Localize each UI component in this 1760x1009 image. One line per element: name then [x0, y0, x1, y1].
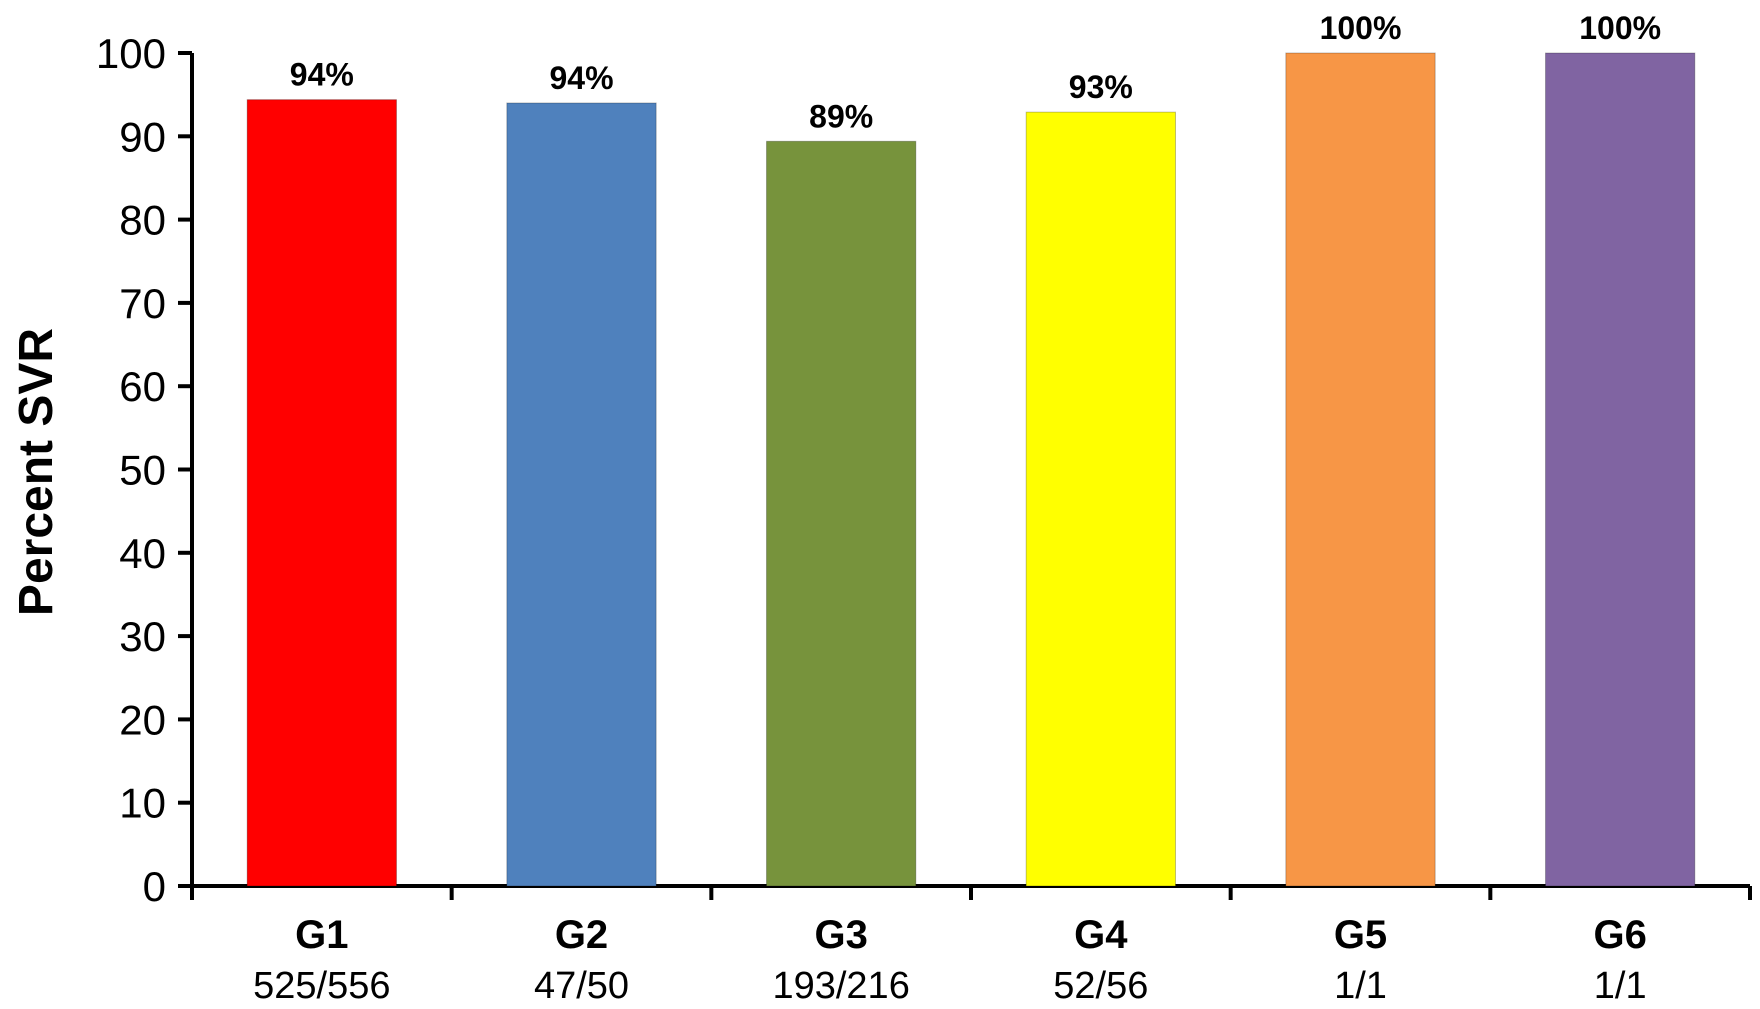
bar-g6 [1545, 52, 1696, 887]
x-subcategory-label: 193/216 [772, 965, 909, 1004]
y-tick-label: 10 [119, 780, 166, 827]
x-subcategory-label: 1/1 [1594, 965, 1647, 1004]
x-subcategory-label: 1/1 [1334, 965, 1387, 1004]
data-label: 93% [1069, 69, 1133, 105]
y-tick-label: 40 [119, 530, 166, 577]
x-category-label: G5 [1334, 913, 1387, 957]
y-tick-label: 30 [119, 613, 166, 660]
y-tick-label: 90 [119, 113, 166, 160]
bar-g5 [1285, 52, 1436, 887]
bar-g4 [1025, 111, 1176, 887]
data-label: 100% [1320, 10, 1402, 46]
y-tick-label: 70 [119, 280, 166, 327]
data-label: 94% [549, 60, 613, 96]
bar-g2 [506, 102, 657, 887]
bar-g1 [246, 99, 397, 887]
x-category-label: G6 [1593, 913, 1646, 957]
data-label: 94% [290, 57, 354, 93]
y-tick-label: 80 [119, 197, 166, 244]
x-category-label: G2 [555, 913, 608, 957]
data-label: 100% [1579, 10, 1661, 46]
x-category-label: G3 [814, 913, 867, 957]
x-subcategory-label: 52/56 [1053, 965, 1148, 1004]
y-tick-label: 20 [119, 696, 166, 743]
x-category-label: G4 [1074, 913, 1128, 957]
x-subcategory-label: 525/556 [253, 965, 390, 1004]
y-tick-label: 0 [143, 863, 166, 910]
bar-g3 [766, 140, 917, 887]
y-tick-label: 50 [119, 447, 166, 494]
y-tick-label: 100 [96, 30, 166, 77]
x-subcategory-label: 47/50 [534, 965, 629, 1004]
y-axis-title: Percent SVR [10, 328, 63, 616]
data-label: 89% [809, 98, 873, 134]
y-tick-label: 60 [119, 363, 166, 410]
x-category-label: G1 [295, 913, 348, 957]
